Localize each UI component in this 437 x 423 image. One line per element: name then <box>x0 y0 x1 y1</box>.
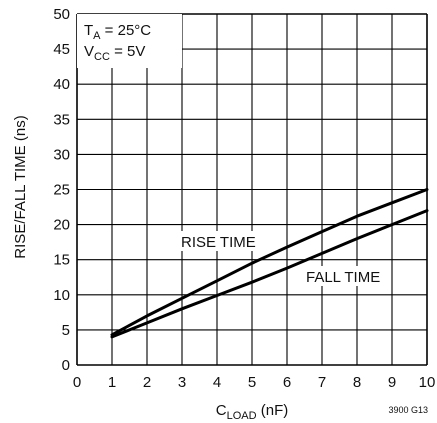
series-line-rise-time <box>110 188 429 337</box>
fall-time-label: FALL TIME <box>306 269 380 286</box>
y-tick-label-10: 10 <box>53 287 70 304</box>
series-lines <box>110 188 429 339</box>
y-tick-label-20: 20 <box>53 217 70 234</box>
x-tick-label-2: 2 <box>143 374 151 391</box>
x-tick-label-1: 1 <box>108 374 116 391</box>
rise-time-label: RISE TIME <box>181 234 256 251</box>
fall-time-label-bg <box>302 266 388 286</box>
rise-time-label-bg <box>177 231 263 251</box>
x-tick-label-7: 7 <box>318 374 326 391</box>
x-tick-label-9: 9 <box>388 374 396 391</box>
x-tick-label-3: 3 <box>178 374 186 391</box>
x-tick-label-6: 6 <box>283 374 291 391</box>
y-tick-label-45: 45 <box>53 41 70 58</box>
y-tick-label-50: 50 <box>53 6 70 23</box>
y-tick-label-35: 35 <box>53 111 70 128</box>
x-tick-label-4: 4 <box>213 374 221 391</box>
series-line-fall-time <box>110 209 429 339</box>
x-tick-label-0: 0 <box>73 374 81 391</box>
y-tick-label-40: 40 <box>53 76 70 93</box>
x-axis-label: CLOAD (nF) <box>216 402 288 422</box>
grid <box>76 13 428 366</box>
y-tick-label-25: 25 <box>53 182 70 199</box>
figure-id: 3900 G13 <box>388 405 428 415</box>
y-tick-label-0: 0 <box>62 357 70 374</box>
x-tick-label-10: 10 <box>419 374 436 391</box>
y-tick-label-30: 30 <box>53 146 70 163</box>
condition-ta: TA = 25°C <box>84 22 151 42</box>
y-axis-label: RISE/FALL TIME (ns) <box>12 115 29 258</box>
x-tick-label-5: 5 <box>248 374 256 391</box>
condition-vcc: VCC = 5V <box>84 43 145 63</box>
y-tick-label-5: 5 <box>62 322 70 339</box>
x-tick-label-8: 8 <box>353 374 361 391</box>
conditions-box <box>77 14 182 68</box>
y-tick-label-15: 15 <box>53 252 70 269</box>
